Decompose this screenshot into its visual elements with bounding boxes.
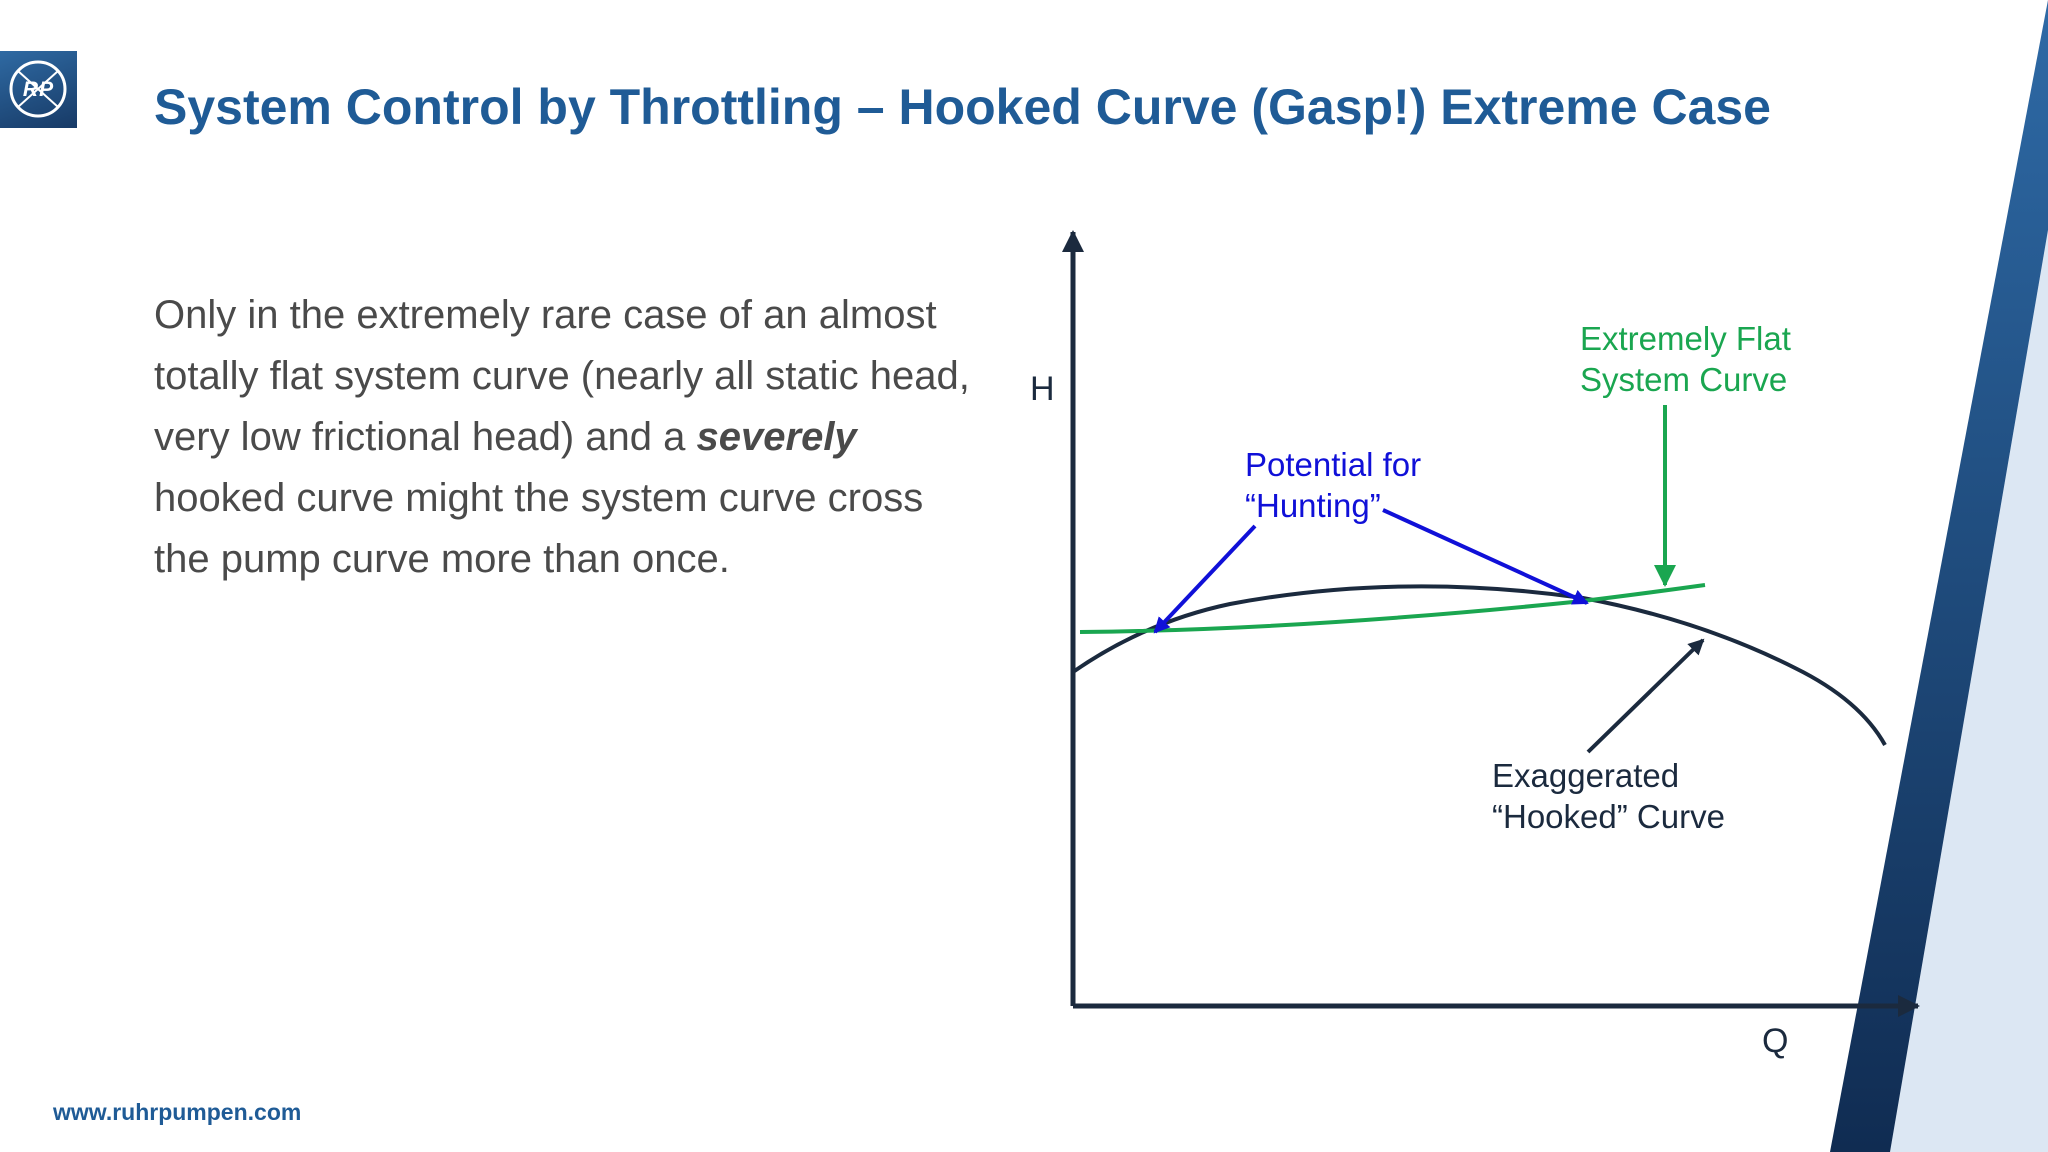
x-axis-label: Q	[1762, 1022, 1789, 1060]
flat-system-curve	[1079, 583, 1706, 634]
y-axis-label: H	[1030, 370, 1055, 408]
body-emphasis: severely	[696, 415, 857, 459]
hooked-label-line-2: “Hooked” Curve	[1492, 798, 1725, 835]
logo-text: RP	[22, 78, 55, 101]
website-link[interactable]: www.ruhrpumpen.com	[53, 1099, 302, 1125]
body-text-part-1: Only in the extremely rare case of an al…	[154, 293, 970, 459]
hunting-arrow-right	[1382, 508, 1589, 605]
hooked-curve-arrow	[1586, 638, 1705, 754]
hunting-arrow-left	[1153, 524, 1257, 634]
body-paragraph: Only in the extremely rare case of an al…	[154, 285, 974, 590]
body-text-part-2: hooked curve might the system curve cros…	[154, 476, 924, 581]
hunting-label: Potential for “Hunting”	[1245, 444, 1421, 526]
flat-label-line-2: System Curve	[1580, 361, 1788, 398]
hooked-pump-curve	[1071, 584, 1887, 746]
hunting-label-line-1: Potential for	[1245, 446, 1422, 483]
hooked-curve-label: Exaggerated “Hooked” Curve	[1492, 755, 1725, 837]
hooked-label-line-1: Exaggerated	[1492, 757, 1680, 794]
hunting-label-line-2: “Hunting”	[1245, 487, 1381, 524]
slide-title: System Control by Throttling – Hooked Cu…	[154, 79, 1771, 135]
flat-label-line-1: Extremely Flat	[1580, 320, 1791, 357]
flat-system-curve-label: Extremely Flat System Curve	[1580, 318, 1791, 400]
company-logo: RP	[0, 51, 77, 128]
